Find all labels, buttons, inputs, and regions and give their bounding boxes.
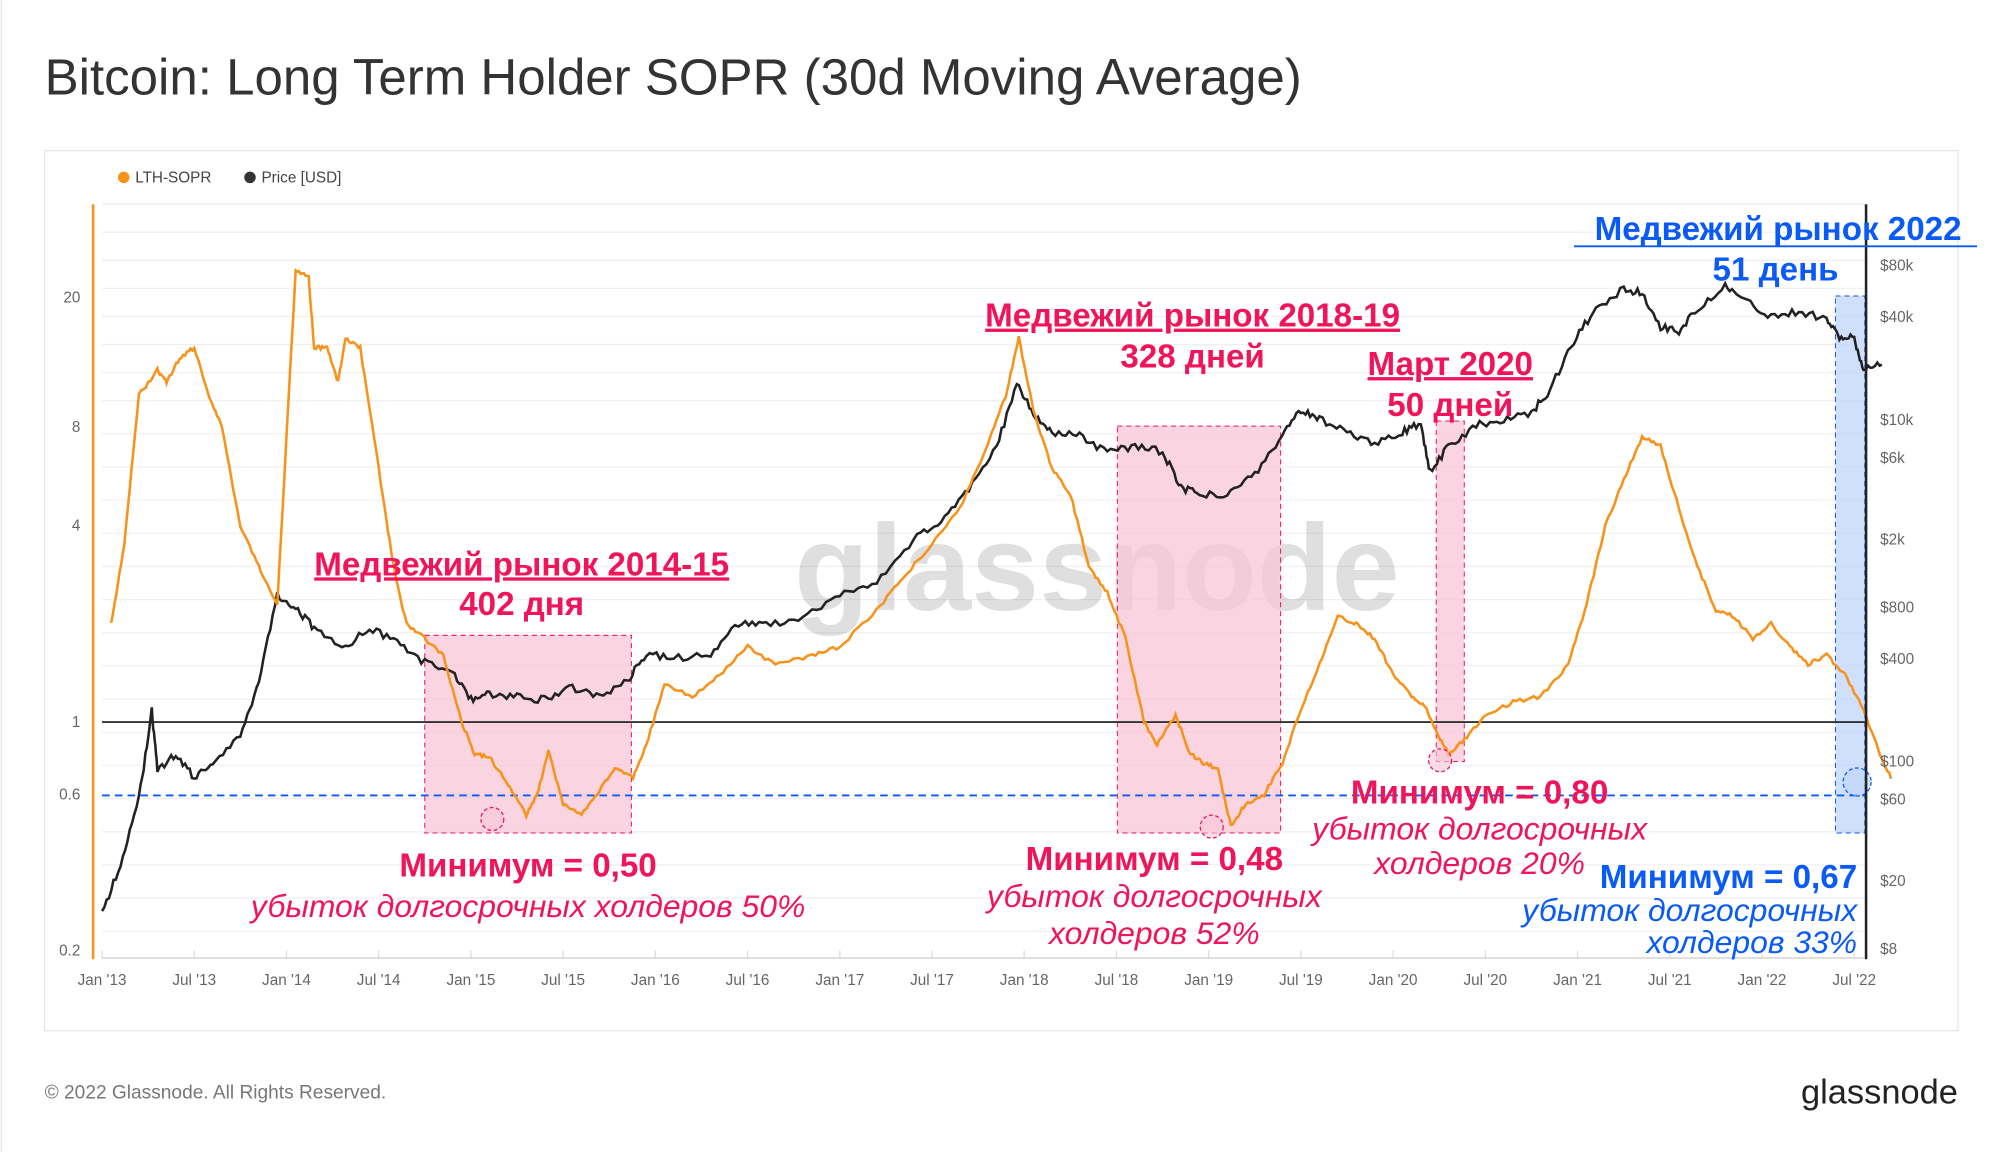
annotation-loss-1: убыток долгосрочных [1520,892,1858,928]
legend-dot-price [244,171,256,184]
annotation-title: Медвежий рынок 2018-19 [985,298,1400,335]
annotation-2014-15: Медвежий рынок 2014-15 402 дня Минимум =… [249,546,805,924]
left-tick-label: 20 [63,289,80,306]
price-series-line [100,280,1883,912]
annotation-loss-1: убыток долгосрочных [985,878,1323,914]
annotation-min: Минимум = 0,80 [1351,775,1608,812]
annotation-duration: 51 день [1713,252,1839,289]
sopr-series-line [109,268,1893,827]
glassnode-logo[interactable]: glassnode [1801,1073,1958,1111]
x-tick-label: Jul '18 [1095,972,1139,989]
min-marker-2019 [1199,814,1224,839]
x-tick-label: Jan '13 [78,972,127,989]
right-tick-label: $40k [1880,309,1914,326]
x-tick-label: Jan '15 [446,972,495,989]
annotation-title: Медвежий рынок 2022 [1595,211,1962,248]
annotation-2020: Март 2020 50 дней Минимум = 0,80 убыток … [1310,346,1648,881]
right-tick-label: $80k [1880,257,1914,274]
annotation-duration: 328 дней [1120,338,1264,375]
left-tick-label: 4 [72,518,81,535]
region-2020 [1435,420,1465,763]
left-tick-label: 8 [72,419,81,436]
annotation-2018-19: Медвежий рынок 2018-19 328 дней Минимум … [985,298,1400,951]
right-axis-ticks: $80k $40k $10k $6k $2k $800 $400 $100 $60 $20 $8 [1880,257,1914,958]
min-marker-2022 [1842,767,1872,797]
region-2022 [1834,295,1866,834]
right-tick-label: $60 [1880,792,1906,809]
region-2018-19 [1116,425,1282,834]
annotation-min: Минимум = 0,67 [1600,859,1857,896]
annotation-loss-2: холдеров 20% [1372,845,1585,881]
right-tick-label: $6k [1880,450,1905,467]
annotation-title: Март 2020 [1368,346,1534,383]
left-tick-label: 0.6 [59,787,80,804]
x-tick-label: Jan '14 [262,972,311,989]
x-tick-label: Jul '14 [357,972,401,989]
annotation-loss-2: холдеров 33% [1644,924,1857,960]
right-tick-label: $2k [1880,531,1905,548]
legend: LTH-SOPR Price [USD] [117,170,341,187]
annotation-loss: убыток долгосрочных холдеров 50% [249,888,805,924]
right-tick-label: $10k [1880,412,1914,429]
x-tick-label: Jul '19 [1279,972,1323,989]
x-tick-label: Jul '15 [541,972,585,989]
right-tick-label: $400 [1880,651,1914,668]
x-tick-label: Jul '17 [910,972,954,989]
page-title: Bitcoin: Long Term Holder SOPR (30d Movi… [45,48,1302,105]
copyright: © 2022 Glassnode. All Rights Reserved. [45,1082,387,1103]
legend-dot-sopr [117,171,130,184]
x-tick-label: Jan '19 [1184,972,1233,989]
right-tick-label: $20 [1880,873,1906,890]
annotation-loss-2: холдеров 52% [1047,915,1260,951]
annotation-2022: Медвежий рынок 2022 51 день Минимум = 0,… [1520,211,1978,960]
x-tick-label: Jul '21 [1648,972,1692,989]
right-tick-label: $8 [1880,941,1897,958]
x-tick-label: Jul '13 [172,972,216,989]
annotation-duration: 402 дня [459,586,584,623]
right-tick-label: $800 [1880,599,1914,616]
min-marker-2015 [480,806,505,832]
x-axis-ticks: Jan '13 Jul '13 Jan '14 Jul '14 Jan '15 Jul '… [78,972,1876,989]
x-tick-label: Jan '16 [631,972,680,989]
chart-panel [44,149,1959,1032]
min-marker-2020 [1427,748,1453,773]
x-tick-label: Jul '16 [726,972,770,989]
right-tick-label: $100 [1880,754,1914,771]
x-tick-label: Jan '18 [1000,972,1049,989]
annotation-title: Медвежий рынок 2014-15 [314,546,729,583]
annotation-min: Минимум = 0,48 [1026,841,1283,878]
left-tick-label: 0.2 [59,942,80,959]
x-tick-label: Jan '22 [1738,972,1787,989]
watermark: glassnode [794,499,1400,636]
x-tick-label: Jan '20 [1369,972,1418,989]
legend-label-price[interactable]: Price [USD] [261,170,341,187]
x-tick-label: Jul '22 [1832,972,1876,989]
legend-label-sopr[interactable]: LTH-SOPR [135,170,211,187]
annotation-duration: 50 дней [1387,387,1513,424]
left-tick-label: 1 [72,714,81,731]
annotation-loss-1: убыток долгосрочных [1310,810,1648,846]
left-axis-ticks: 20 8 4 1 0.6 0.2 [59,289,81,959]
x-tick-label: Jan '21 [1553,972,1602,989]
x-tick-label: Jan '17 [815,972,864,989]
region-2014-15 [424,634,632,834]
annotation-min: Минимум = 0,50 [399,847,656,884]
x-tick-label: Jul '20 [1463,972,1507,989]
